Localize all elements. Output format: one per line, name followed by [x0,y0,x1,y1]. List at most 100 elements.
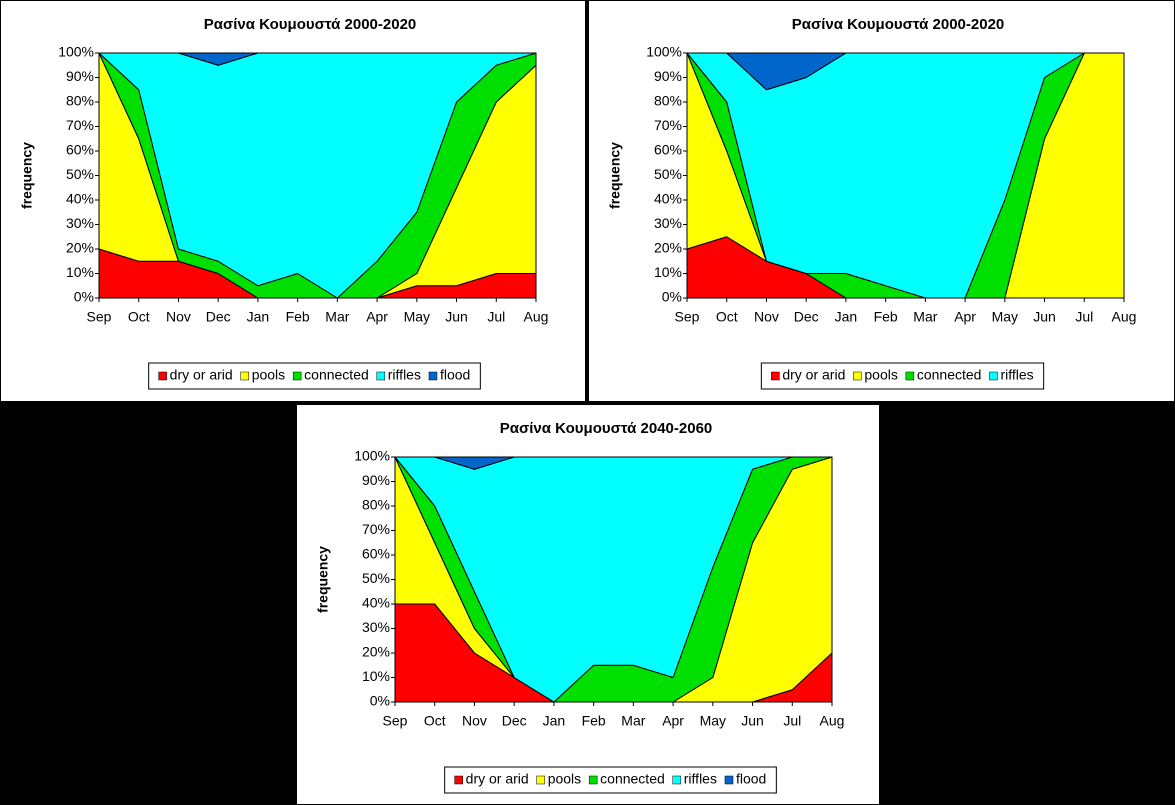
y-tick-label: 80% [654,93,682,109]
y-tick-label: 50% [362,570,390,586]
x-tick-label: Feb [582,713,606,729]
legend-swatch [588,775,598,785]
x-tick-label: May [404,309,430,325]
y-tick-label: 60% [654,142,682,158]
legend-label: riffles [388,367,421,383]
x-tick-label: Jan [835,309,858,325]
y-tick-label: 40% [654,191,682,207]
y-tick-label: 30% [362,619,390,635]
area [686,52,1125,91]
y-tick-label: 90% [654,68,682,84]
y-tick-label: 10% [66,264,94,280]
legend-label: flood [736,771,766,787]
x-tick-label: Sep [87,309,112,325]
y-tick-label: 100% [354,448,390,464]
y-tick-label: 90% [66,68,94,84]
legend-label: dry or arid [170,367,233,383]
x-tick-label: Mar [325,309,349,325]
legend-label: flood [440,367,470,383]
x-tick-label: Oct [716,309,738,325]
x-tick-label: Aug [820,713,845,729]
legend-box [148,362,481,390]
y-tick-label: 100% [58,44,94,60]
y-tick-label: 0% [74,289,94,305]
x-tick-label: Dec [502,713,527,729]
legend-label: connected [304,367,369,383]
y-tick-label: 80% [66,93,94,109]
legend-label: connected [917,367,982,383]
x-tick-label: Dec [206,309,231,325]
y-tick-label: 20% [362,644,390,660]
chart-title: Ρασίνα Κουμουστά 2000-2020 [204,16,417,33]
y-tick-label: 50% [654,166,682,182]
y-tick-label: 60% [362,546,390,562]
x-tick-label: May [700,713,726,729]
x-tick-label: Mar [913,309,937,325]
x-tick-label: Jan [543,713,566,729]
y-tick-label: 20% [654,240,682,256]
x-tick-label: Aug [1112,309,1137,325]
x-tick-label: Sep [675,309,700,325]
x-tick-label: Nov [166,309,191,325]
y-tick-label: 30% [654,215,682,231]
chart-title: Ρασίνα Κουμουστά 2000-2020 [792,16,1005,33]
x-tick-label: Dec [794,309,819,325]
y-tick-label: 70% [66,117,94,133]
x-tick-label: Feb [286,309,310,325]
x-tick-label: Apr [662,713,684,729]
legend-swatch [376,371,386,381]
chart-title: Ρασίνα Κουμουστά 2040-2060 [500,420,713,437]
x-tick-label: Oct [424,713,446,729]
legend-swatch [853,371,862,381]
x-tick-label: Jun [741,713,764,729]
y-tick-label: 90% [362,472,390,488]
legend-box [444,766,777,794]
x-tick-label: Jul [783,713,801,729]
y-tick-label: 70% [654,117,682,133]
x-tick-label: Nov [462,713,487,729]
legend-label: riffles [1000,367,1033,383]
legend-swatch [672,775,682,785]
legend-swatch [158,371,167,381]
legend-label: pools [864,367,897,383]
y-axis-label: frequency [607,142,623,209]
x-tick-label: Apr [954,309,976,325]
y-tick-label: 40% [66,191,94,207]
y-tick-label: 30% [66,215,94,231]
y-tick-label: 0% [370,693,390,709]
x-tick-label: Jun [445,309,468,325]
area [394,456,833,470]
legend-swatch [905,371,915,381]
legend-swatch [536,775,545,785]
y-axis-label: frequency [315,546,331,613]
legend-label: pools [252,367,285,383]
x-tick-label: Oct [128,309,150,325]
chart-panel: Ρασίνα Κουμουστά 2000-2020 frequency 0% 10%… [0,0,586,402]
legend-swatch [989,371,998,381]
x-tick-label: Feb [874,309,898,325]
legend-label: pools [548,771,581,787]
y-tick-label: 60% [66,142,94,158]
legend-swatch [240,371,249,381]
x-tick-label: Aug [524,309,549,325]
legend-label: dry or arid [782,367,845,383]
legend-label: riffles [684,771,717,787]
x-tick-label: Jun [1033,309,1056,325]
legend-swatch [454,775,463,785]
legend-label: dry or arid [466,771,529,787]
x-tick-label: May [992,309,1018,325]
y-tick-label: 80% [362,497,390,513]
y-tick-label: 40% [362,595,390,611]
legend-swatch [724,775,734,785]
y-tick-label: 10% [654,264,682,280]
chart-panel: Ρασίνα Κουμουστά 2000-2020 frequency 0% 10%… [588,0,1175,402]
area [98,52,537,66]
y-tick-label: 20% [66,240,94,256]
legend-label: connected [600,771,665,787]
y-tick-label: 100% [646,44,682,60]
x-tick-label: Apr [366,309,388,325]
chart-panel: Ρασίνα Κουμουστά 2040-2060 frequency 0% 10%… [296,404,880,805]
x-tick-label: Sep [383,713,408,729]
y-axis-label: frequency [19,142,35,209]
